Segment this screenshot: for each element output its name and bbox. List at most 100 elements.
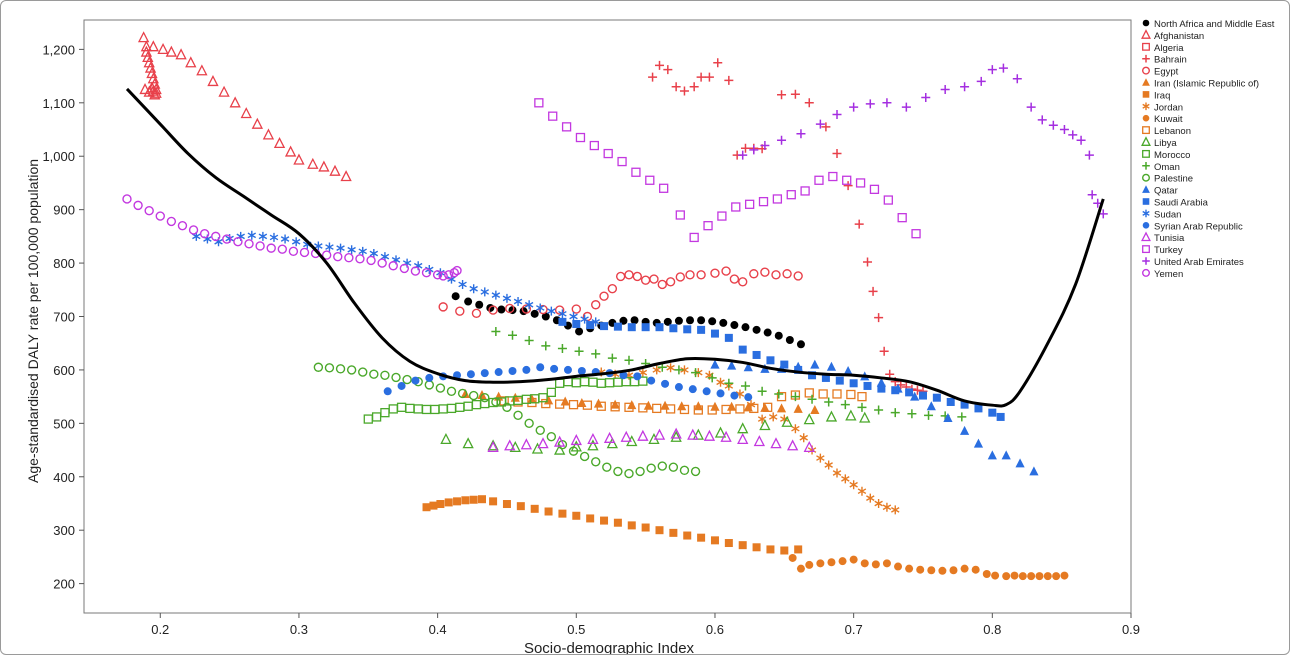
data-point (649, 274, 659, 284)
data-point (688, 385, 697, 394)
data-point (535, 303, 545, 313)
data-point (877, 384, 886, 393)
data-point (774, 331, 783, 340)
data-point (471, 308, 482, 318)
data-point (199, 228, 210, 239)
data-point (760, 267, 770, 277)
data-point (687, 428, 699, 440)
series-lebanon (499, 388, 867, 415)
data-point (805, 560, 814, 569)
data-point (536, 363, 545, 372)
data-point (891, 386, 900, 395)
data-point (524, 300, 534, 310)
data-point (860, 559, 869, 568)
legend-label: Egypt (1154, 67, 1179, 78)
data-point (544, 507, 553, 516)
data-point (996, 412, 1005, 421)
data-point (770, 437, 782, 449)
data-point (791, 424, 800, 434)
data-point (582, 400, 593, 410)
data-point (530, 504, 539, 513)
data-point (457, 388, 468, 399)
data-point (891, 505, 900, 515)
data-point (771, 270, 781, 280)
data-point (314, 241, 323, 251)
data-point (804, 98, 814, 108)
data-point (696, 72, 706, 82)
data-point (494, 368, 503, 377)
data-point (957, 412, 967, 422)
data-point (714, 426, 727, 438)
data-point (610, 399, 620, 409)
data-point (558, 309, 567, 319)
data-point (821, 373, 830, 382)
data-point (534, 98, 544, 108)
data-point (710, 268, 720, 278)
data-point (630, 316, 639, 325)
data-point (402, 374, 412, 385)
data-point (816, 453, 825, 463)
data-point (689, 232, 699, 243)
data-point (749, 403, 759, 414)
data-point (207, 75, 219, 87)
data-point (663, 317, 672, 326)
x-tick-label: 0.4 (429, 622, 447, 637)
legend-marker (1142, 54, 1150, 63)
data-point (491, 397, 501, 407)
data-point (480, 393, 490, 403)
legend-marker (1142, 42, 1150, 51)
data-point (743, 362, 753, 372)
data-point (516, 502, 525, 511)
data-point (905, 388, 914, 397)
legend-marker (1141, 173, 1150, 182)
legend-marker (1142, 102, 1150, 111)
data-point (661, 379, 670, 388)
data-point (453, 497, 462, 506)
data-point (469, 495, 478, 504)
data-point (849, 379, 858, 388)
data-point (766, 356, 775, 365)
data-point (918, 391, 927, 400)
data-point (800, 186, 810, 196)
data-point (284, 145, 297, 157)
data-point (753, 435, 766, 447)
data-point (815, 119, 825, 129)
legend-label: North Africa and Middle East (1154, 19, 1275, 30)
data-point (613, 466, 623, 477)
data-point (849, 480, 858, 490)
data-point (752, 350, 761, 359)
data-point (998, 63, 1008, 73)
data-point (683, 531, 692, 540)
data-point (480, 369, 489, 378)
data-point (541, 312, 550, 321)
data-point (674, 383, 683, 392)
data-point (879, 346, 889, 356)
data-point (874, 498, 883, 508)
data-point (586, 514, 595, 523)
data-point (157, 42, 169, 55)
legend-marker (1141, 136, 1151, 146)
data-point (596, 401, 606, 411)
legend: North Africa and Middle EastAfghanistanA… (1141, 19, 1275, 280)
y-tick-label: 500 (53, 416, 75, 431)
data-point (657, 279, 667, 290)
data-point (555, 399, 565, 409)
data-point (610, 402, 620, 412)
legend-marker (1142, 149, 1150, 158)
data-point (435, 383, 446, 393)
data-point (655, 60, 665, 70)
data-point (335, 364, 346, 374)
data-point (568, 446, 579, 456)
legend-marker (1142, 198, 1150, 205)
y-tick-label: 900 (53, 203, 75, 218)
data-point (894, 562, 903, 571)
data-point (1076, 135, 1086, 145)
data-point (724, 75, 734, 85)
data-point (821, 122, 831, 132)
legend-marker (1142, 78, 1150, 86)
y-tick-label: 1,100 (42, 96, 75, 111)
data-point (505, 303, 515, 314)
data-point (740, 143, 750, 153)
data-point (211, 231, 221, 242)
legend-label: Saudi Arabia (1154, 198, 1209, 209)
